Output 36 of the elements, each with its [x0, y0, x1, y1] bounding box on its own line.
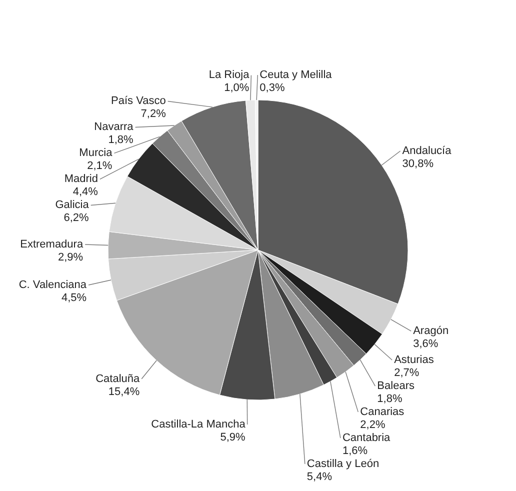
data-label: 2,7%	[394, 367, 420, 380]
data-label: 1,0%	[224, 82, 250, 94]
data-label: 1,8%	[377, 393, 402, 406]
data-label: 4,5%	[61, 292, 87, 304]
data-label: 4,4%	[72, 186, 98, 198]
data-label: 3,6%	[413, 338, 438, 350]
slice-label: Extremadura	[20, 238, 84, 250]
data-label: 5,4%	[306, 471, 332, 484]
data-label: 7,2%	[140, 108, 166, 120]
slice-label: Galicia	[55, 199, 90, 212]
slice-label: Ceuta y Melilla	[260, 69, 333, 82]
data-label: 2,2%	[360, 419, 386, 432]
data-label: 15,4%	[108, 386, 140, 398]
slice-label: La Rioja	[208, 69, 250, 82]
slice-label: Cataluña	[96, 372, 140, 385]
slice-label: Cantabria	[342, 432, 392, 444]
data-label: 0,3%	[260, 82, 285, 94]
data-label: 2,9%	[58, 251, 84, 264]
slice-label: País Vasco	[111, 95, 166, 108]
data-label: 5,9%	[220, 432, 246, 444]
data-label: 1,6%	[342, 445, 368, 458]
slice-label: Balears	[377, 380, 415, 392]
slice-label: Castilla-La Mancha	[151, 418, 246, 431]
data-label: 6,2%	[64, 212, 90, 224]
slice-label: Castilla y León	[306, 458, 380, 470]
slice-label: Asturias	[394, 354, 434, 366]
slice-label: C. Valenciana	[18, 279, 88, 292]
slice-label: Andalucía	[402, 145, 452, 158]
slice-label: Canarias	[360, 406, 405, 418]
slice-label: Aragón	[413, 325, 449, 338]
slice-label: Murcia	[79, 147, 114, 160]
data-label: 30,8%	[402, 158, 434, 170]
data-label: 2,1%	[87, 160, 112, 172]
slice-label: Navarra	[94, 121, 134, 134]
slice-label: Madrid	[64, 173, 98, 186]
data-label: 1,8%	[108, 134, 134, 146]
